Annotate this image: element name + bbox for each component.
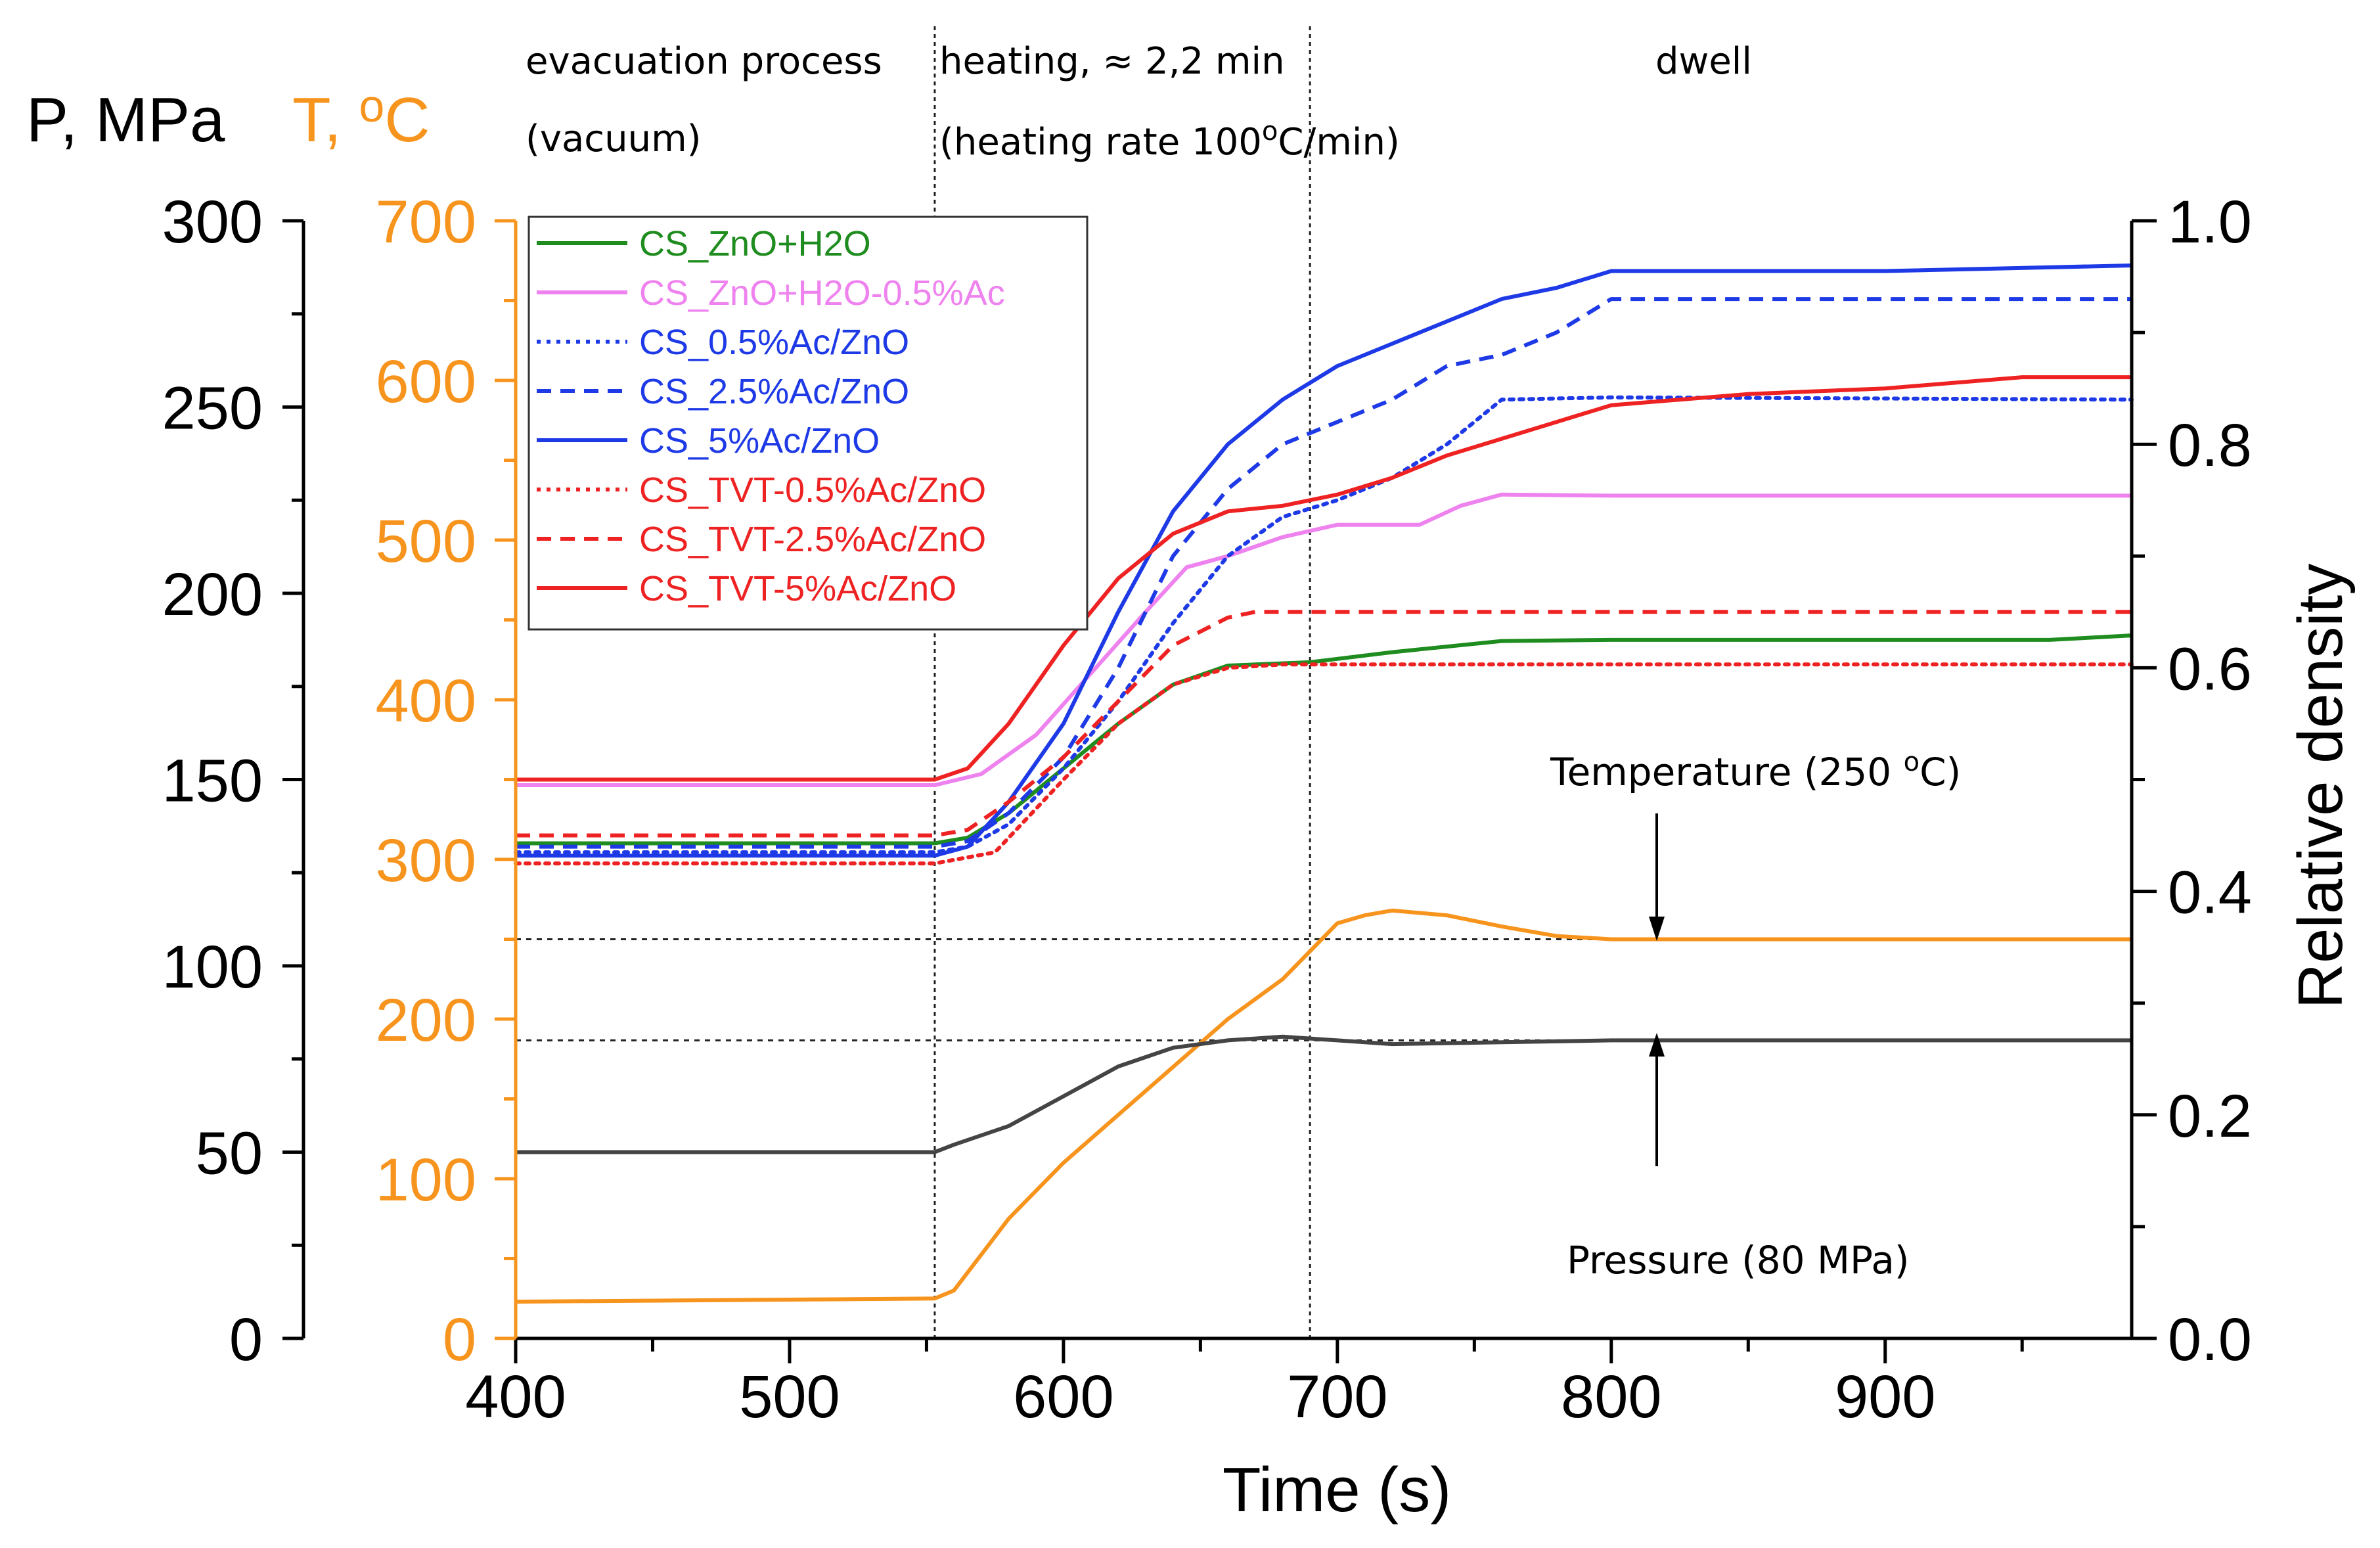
series-line-cs-tvt-5-ac-zno	[516, 375, 2132, 782]
x-tick-label-500: 500	[739, 1363, 840, 1430]
legend-label-cs-2-5-ac-zno: CS_2.5%Ac/ZnO	[639, 372, 909, 411]
series-line-cs-2-5-ac-zno	[516, 297, 2132, 849]
pressure-tick-label-300: 300	[162, 189, 263, 256]
pressure-tick-label-200: 200	[162, 561, 263, 628]
density-tick-label-0.4: 0.4	[2168, 859, 2252, 926]
temperature-axis-title-text: T,	[292, 85, 359, 155]
temperature-tick-label-100: 100	[376, 1147, 477, 1214]
temperature-annotation-text: Temperature (250	[1550, 750, 1904, 794]
series-layer	[514, 263, 2134, 1304]
heating-rate-unit: C/min)	[1278, 121, 1399, 164]
temperature-annotation: Temperature (250 oC)	[1550, 747, 1961, 794]
phase-dwell-label: dwell	[1655, 40, 1752, 83]
pressure-tick-label-250: 250	[162, 375, 263, 442]
density-tick-label-0.2: 0.2	[2168, 1083, 2252, 1150]
phase-heating-label: heating, ≈ 2,2 min	[939, 40, 1285, 83]
pressure-axis-title: P, MPa	[26, 85, 225, 155]
density-axis-title: Relative density	[2285, 564, 2356, 1009]
temperature-axis-title-degree: o	[359, 80, 384, 131]
temperature-axis-title-unit: C	[384, 85, 430, 155]
series-line-cs-zno-h2o-0-5-ac	[516, 492, 2132, 787]
pressure-tick-label-0: 0	[229, 1306, 263, 1373]
heating-rate-degree: o	[1262, 116, 1278, 147]
density-tick-label-0.0: 0.0	[2168, 1306, 2252, 1373]
x-tick-label-900: 900	[1835, 1363, 1936, 1430]
annotations: Temperature (250 oC) Pressure (80 MPa)	[1550, 747, 1961, 1283]
phase-evacuation-label: evacuation process	[526, 40, 882, 83]
x-axis-title: Time (s)	[1223, 1455, 1451, 1525]
phase-heating-rate-label: (heating rate 100oC/min)	[939, 116, 1400, 164]
heating-rate-text: (heating rate 100	[939, 121, 1262, 164]
pressure-annotation: Pressure (80 MPa)	[1567, 1238, 1910, 1283]
pressure-tick-label-50: 50	[196, 1120, 263, 1187]
temperature-tick-label-300: 300	[376, 827, 477, 894]
temperature-tick-label-600: 600	[376, 348, 477, 415]
x-tick-label-400: 400	[465, 1363, 566, 1430]
temperature-arrow-head	[1649, 917, 1665, 941]
legend-label-cs-5-ac-zno: CS_5%Ac/ZnO	[639, 421, 880, 461]
legend-label-cs-zno-h2o: CS_ZnO+H2O	[639, 224, 871, 263]
pressure-tick-label-100: 100	[162, 934, 263, 1001]
temperature-tick-label-0: 0	[443, 1306, 476, 1373]
temperature-axis-title: T, oC	[292, 80, 430, 155]
temperature-tick-label-700: 700	[376, 189, 477, 256]
legend-label-cs-tvt-2-5-ac-zno: CS_TVT-2.5%Ac/ZnO	[639, 520, 986, 559]
pressure-arrow-head	[1649, 1033, 1665, 1057]
series-line-pressure	[516, 1034, 2132, 1154]
phase-evacuation-sublabel: (vacuum)	[526, 118, 701, 160]
series-line-cs-zno-h2o	[516, 633, 2132, 846]
density-tick-label-0.6: 0.6	[2168, 635, 2252, 702]
pressure-tick-label-150: 150	[162, 748, 263, 815]
legend-label-cs-zno-h2o-0-5-ac: CS_ZnO+H2O-0.5%Ac	[639, 273, 1005, 313]
density-tick-label-1.0: 1.0	[2168, 189, 2252, 256]
density-tick-label-0.8: 0.8	[2168, 412, 2252, 479]
series-line-temperature	[515, 908, 2132, 1304]
reference-lines	[516, 938, 2132, 1041]
series-line-cs-tvt-2-5-ac-zno	[516, 610, 2132, 838]
temperature-tick-label-400: 400	[376, 668, 477, 735]
legend-box	[528, 216, 1089, 631]
x-tick-label-700: 700	[1287, 1363, 1388, 1430]
temperature-annotation-degree: o	[1904, 747, 1920, 777]
legend-label-cs-tvt-5-ac-zno: CS_TVT-5%Ac/ZnO	[639, 569, 956, 608]
temperature-annotation-unit: C)	[1920, 750, 1961, 794]
phase-layer: evacuation process (vacuum) heating, ≈ 2,2…	[526, 26, 1752, 1338]
series-line-cs-tvt-0-5-ac-zno	[514, 662, 2134, 866]
temperature-tick-label-500: 500	[376, 508, 477, 575]
axes-layer: 400 500 600 700 800 900 Time (s) 0 50 100 150 200 25…	[26, 80, 2356, 1525]
legend-label-cs-tvt-0-5-ac-zno: CS_TVT-0.5%Ac/ZnO	[639, 470, 986, 510]
x-tick-label-600: 600	[1013, 1363, 1114, 1430]
x-tick-label-800: 800	[1561, 1363, 1662, 1430]
temperature-tick-label-200: 200	[376, 987, 477, 1054]
legend-label-cs-0-5-ac-zno: CS_0.5%Ac/ZnO	[639, 323, 909, 362]
series-line-cs-0-5-ac-zno	[514, 395, 2134, 855]
series-line-cs-5-ac-zno	[516, 263, 2132, 858]
legend: CS_ZnO+H2O CS_ZnO+H2O-0.5%Ac CS_0.5%Ac/ZnO…	[528, 216, 1089, 631]
